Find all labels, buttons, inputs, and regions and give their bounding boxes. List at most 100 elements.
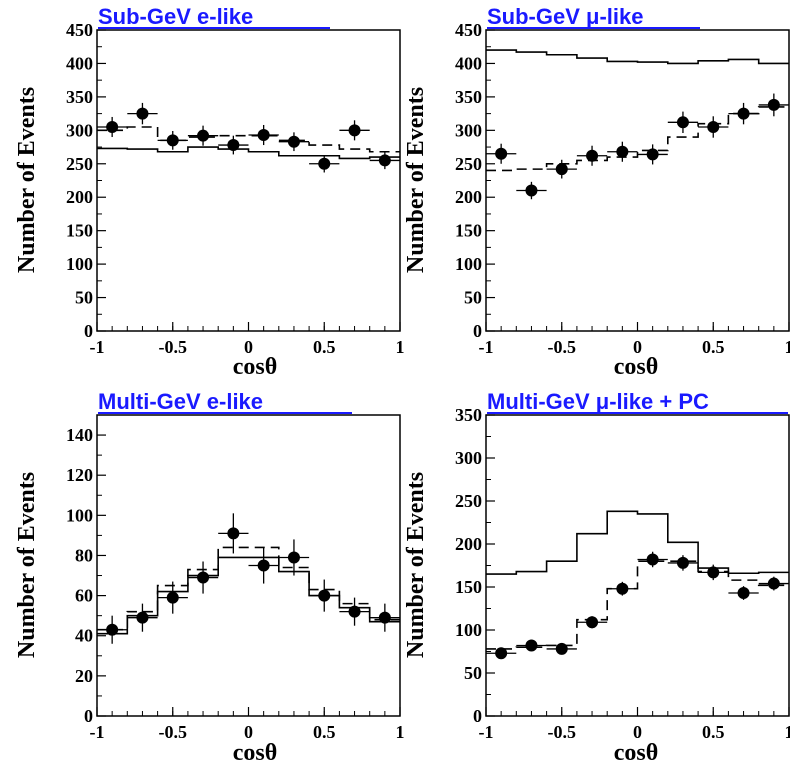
- plot-frame: 0 50 100 150 200 250 300 350 -1 -0.5 0 0.5 1: [455, 405, 790, 742]
- x-tick-label: 0.5: [313, 337, 336, 357]
- data-marker: [348, 605, 361, 618]
- data-marker: [737, 587, 750, 600]
- data-marker: [227, 527, 240, 540]
- solid-histogram-line: [486, 510, 789, 575]
- y-tick-label: 80: [75, 545, 93, 565]
- y-tick-label: 250: [455, 491, 482, 511]
- data-point: [309, 579, 340, 612]
- y-tick-label: 300: [66, 120, 93, 140]
- x-tick-label: -1: [90, 337, 105, 357]
- plot-frame: 0 50 100 150 200 250 300 350 400 450 -1 -0.5 0 0.5 1: [455, 20, 790, 357]
- data-point: [758, 93, 789, 117]
- x-tick-label: 0.5: [702, 722, 725, 742]
- y-tick-label: 450: [455, 20, 482, 40]
- plot-frame: 0 50 100 150 200 250 300 350 400 450 -1 -0.5 0 0.5 1: [66, 20, 405, 357]
- plot-border: [96, 29, 401, 332]
- data-point: [248, 124, 279, 146]
- panel-title: Multi-GeV μ-like + PC: [487, 389, 709, 414]
- data-marker: [555, 642, 568, 655]
- data-point: [309, 155, 340, 173]
- data-marker: [586, 149, 599, 162]
- y-tick-label: 400: [455, 53, 482, 73]
- y-tick-label: 300: [455, 120, 482, 140]
- data-point: [278, 539, 310, 576]
- data-marker: [555, 163, 568, 176]
- x-tick-label: 0.5: [702, 337, 725, 357]
- plot-border: [485, 29, 790, 332]
- solid-histogram-line: [486, 49, 789, 65]
- dashed-histogram-line: [486, 106, 789, 172]
- panel-multi-gev-e-like: Multi-GeV e-like cosθ Number of Events 0…: [14, 389, 405, 766]
- data-marker: [348, 124, 361, 137]
- panel-multi-gev-mu-like-pc: Multi-GeV μ-like + PC cosθ Number of Eve…: [403, 389, 790, 766]
- data-marker: [525, 184, 538, 197]
- data-point: [516, 639, 547, 652]
- x-tick-label: -0.5: [159, 337, 188, 357]
- solid-histogram-line: [97, 556, 400, 635]
- data-marker: [318, 157, 331, 170]
- data-point: [218, 513, 249, 554]
- x-tick-label: 1: [785, 722, 790, 742]
- x-axis-label: cosθ: [233, 740, 278, 766]
- data-marker: [227, 139, 240, 152]
- data-point: [667, 111, 699, 134]
- panel-sub-gev-mu-like: Sub-GeV μ-like cosθ Number of Events 0 50…: [403, 4, 790, 380]
- data-marker: [106, 623, 119, 636]
- y-tick-label: 350: [66, 87, 93, 107]
- y-tick-label: 100: [66, 254, 93, 274]
- data-point: [486, 143, 517, 164]
- dashed-histogram-line: [486, 560, 789, 650]
- y-axis-label: Number of Events: [403, 87, 429, 273]
- data-marker: [378, 154, 391, 167]
- data-point: [97, 116, 128, 138]
- data-marker: [767, 577, 780, 590]
- data-point: [97, 615, 128, 644]
- data-point: [339, 597, 370, 626]
- x-tick-label: -1: [479, 722, 494, 742]
- data-point: [157, 131, 188, 150]
- data-point: [728, 102, 759, 125]
- y-tick-label: 20: [75, 666, 93, 686]
- x-axis-label: cosθ: [233, 354, 278, 380]
- y-tick-label: 140: [66, 425, 93, 445]
- y-tick-label: 450: [66, 20, 93, 40]
- x-tick-label: 1: [785, 337, 790, 357]
- data-marker: [737, 107, 750, 120]
- plot-area: [486, 510, 789, 660]
- x-tick-label: -0.5: [548, 337, 577, 357]
- y-tick-label: 0: [84, 321, 93, 341]
- data-point: [728, 586, 759, 600]
- data-marker: [287, 551, 300, 564]
- y-axis-label: Number of Events: [14, 472, 40, 658]
- data-marker: [318, 589, 331, 602]
- data-point: [486, 647, 517, 660]
- panel-title: Sub-GeV μ-like: [487, 4, 644, 29]
- y-tick-label: 120: [66, 465, 93, 485]
- y-tick-label: 200: [455, 534, 482, 554]
- data-marker: [676, 116, 689, 129]
- plot-frame: 0 20 40 60 80 100 120 140 -1 -0.5 0 0.5 1: [66, 414, 405, 742]
- data-marker: [495, 147, 508, 160]
- plot-area: [97, 102, 400, 173]
- data-point: [278, 132, 310, 152]
- panel-sub-gev-e-like: Sub-GeV e-like cosθ Number of Events 0 50…: [14, 4, 405, 380]
- data-point: [546, 642, 577, 655]
- data-marker: [166, 591, 179, 604]
- y-tick-label: 300: [455, 448, 482, 468]
- y-tick-label: 150: [455, 221, 482, 241]
- dashed-histogram-line: [97, 126, 400, 153]
- data-point: [339, 120, 370, 141]
- x-tick-label: 1: [396, 722, 405, 742]
- x-tick-label: 0: [633, 722, 642, 742]
- data-point: [369, 151, 400, 170]
- data-point: [607, 581, 638, 596]
- x-tick-label: 0: [244, 337, 253, 357]
- data-point: [127, 603, 158, 632]
- data-marker: [106, 120, 119, 133]
- y-tick-label: 250: [66, 154, 93, 174]
- x-tick-label: 1: [396, 337, 405, 357]
- data-point: [576, 616, 608, 629]
- data-marker: [646, 553, 659, 566]
- data-point: [576, 145, 608, 166]
